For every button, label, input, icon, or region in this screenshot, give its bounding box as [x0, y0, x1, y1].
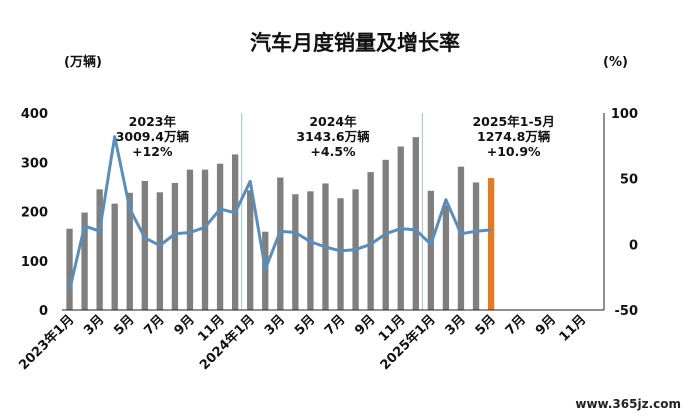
bar: [442, 205, 450, 310]
y-tick-label: 400: [21, 107, 48, 122]
bar: [96, 189, 103, 310]
annotation-1-line: 3009.4万辆: [116, 129, 190, 144]
growth-line-layer: [68, 135, 492, 291]
y-tick-label: 100: [21, 255, 48, 270]
x-tick-label: 5月: [111, 312, 137, 338]
bar: [231, 154, 239, 310]
bar: [126, 192, 133, 310]
x-tick-label: 7月: [503, 312, 529, 338]
x-tick-label: 2023年1月: [16, 312, 78, 374]
y2-tick-label: 100: [611, 107, 638, 122]
right-axis-unit: (%): [603, 55, 628, 70]
y-tick-label: 0: [39, 304, 48, 319]
x-tick-label: 5月: [292, 312, 318, 338]
bar: [81, 212, 88, 310]
bar: [66, 228, 73, 310]
bar: [141, 180, 148, 310]
bar: [367, 172, 374, 310]
bar: [201, 169, 209, 310]
x-tick-label: 11月: [557, 312, 590, 345]
bar: [262, 231, 269, 310]
bar: [171, 182, 179, 310]
x-tick-label: 5月: [473, 312, 499, 338]
bar: [247, 190, 254, 310]
bar: [277, 177, 284, 310]
left-axis-unit: (万辆): [64, 54, 102, 70]
bar: [487, 178, 495, 310]
y-tick-label: 300: [21, 156, 48, 171]
bar: [472, 182, 480, 310]
bar: [111, 203, 118, 310]
x-tick-label: 7月: [141, 312, 167, 338]
bar: [186, 169, 194, 310]
bar: [292, 194, 299, 310]
annotation-3-line: 1274.8万辆: [477, 129, 551, 144]
growth-rate-line: [68, 135, 492, 291]
bars-layer: [66, 137, 495, 310]
x-tick-label: 3月: [81, 312, 107, 338]
x-tick-label: 3月: [262, 312, 288, 338]
bar: [457, 166, 465, 310]
y-tick-label: 200: [21, 206, 48, 221]
x-tick-label: 9月: [352, 312, 378, 338]
bar: [307, 191, 314, 310]
x-tick-label: 3月: [443, 312, 469, 338]
annotation-2-line: +4.5%: [310, 144, 356, 159]
x-tick-label: 7月: [322, 312, 348, 338]
y2-tick-label: 50: [620, 173, 638, 188]
annotation-3-line: 2025年1-5月: [472, 114, 554, 129]
watermark: www.365jz.com: [575, 397, 681, 411]
bar: [156, 192, 164, 310]
annotation-3-line: +10.9%: [487, 144, 541, 159]
annotation-2-line: 3143.6万辆: [296, 129, 370, 144]
y2-tick-label: -50: [615, 304, 639, 319]
chart-title: 汽车月度销量及增长率: [250, 31, 460, 55]
annotation-1-line: +12%: [132, 144, 173, 159]
grid-layer: [241, 113, 423, 310]
y2-tick-label: 0: [629, 238, 638, 253]
annotation-1-line: 2023年: [129, 114, 177, 129]
bar: [427, 190, 435, 310]
x-tick-label: 9月: [172, 312, 198, 338]
bar: [337, 198, 344, 310]
bar: [216, 163, 224, 310]
bar: [412, 137, 419, 310]
x-tick-label: 9月: [533, 312, 559, 338]
annotation-2-line: 2024年: [309, 114, 357, 129]
